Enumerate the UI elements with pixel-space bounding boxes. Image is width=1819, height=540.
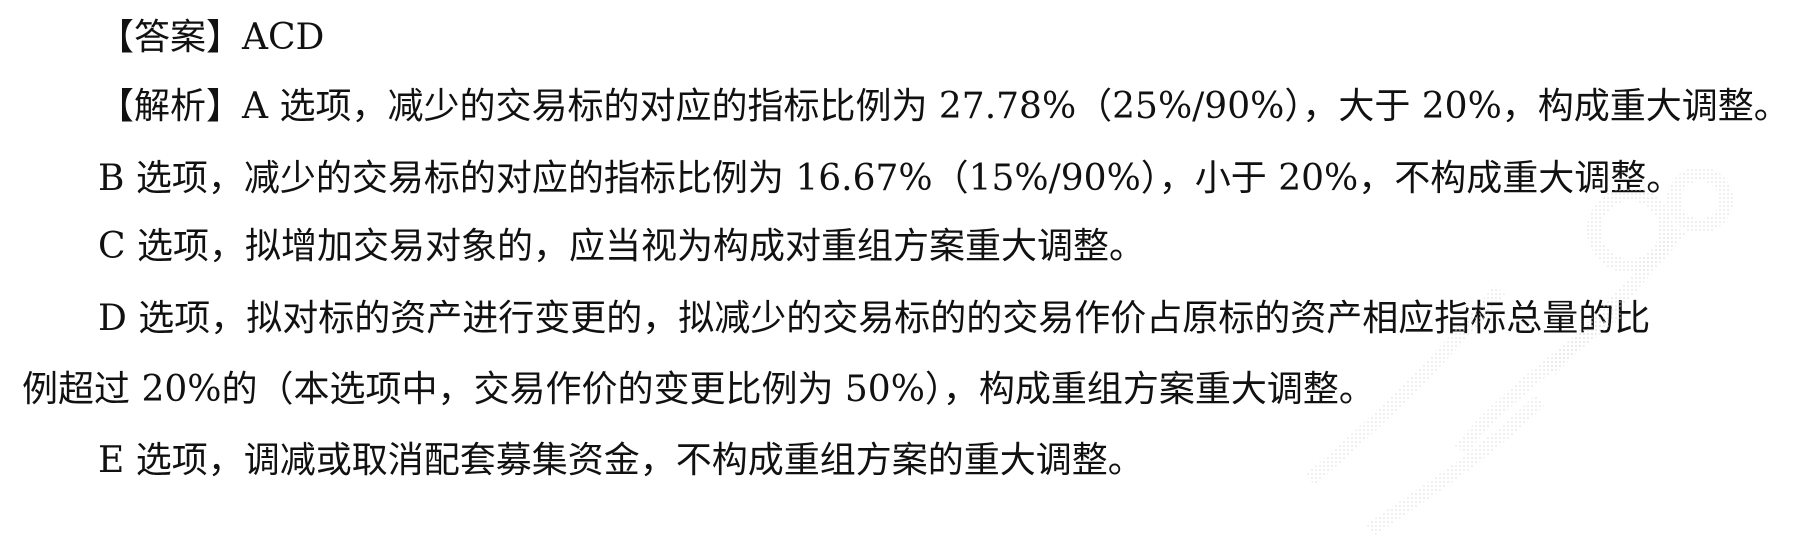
analysis-line-e: E 选项，调减或取消配套募集资金，不构成重组方案的重大调整。 [98, 440, 1144, 481]
analysis-line-a: 【解析】A 选项，减少的交易标的对应的指标比例为 27.78%（25%/90%）… [98, 86, 1790, 127]
document-page: 【答案】ACD 【解析】A 选项，减少的交易标的对应的指标比例为 27.78%（… [22, 17, 1790, 536]
analysis-line-b: B 选项，减少的交易标的对应的指标比例为 16.67%（15%/90%），小于 … [98, 158, 1683, 199]
analysis-line-d-continued: 例超过 20%的（本选项中，交易作价的变更比例为 50%），构成重组方案重大调整… [22, 369, 1375, 410]
answer-line: 【答案】ACD [98, 17, 325, 58]
analysis-line-c: C 选项，拟增加交易对象的，应当视为构成对重组方案重大调整。 [98, 226, 1145, 267]
analysis-line-d: D 选项，拟对标的资产进行变更的，拟减少的交易标的的交易作价占原标的资产相应指标… [98, 298, 1651, 339]
